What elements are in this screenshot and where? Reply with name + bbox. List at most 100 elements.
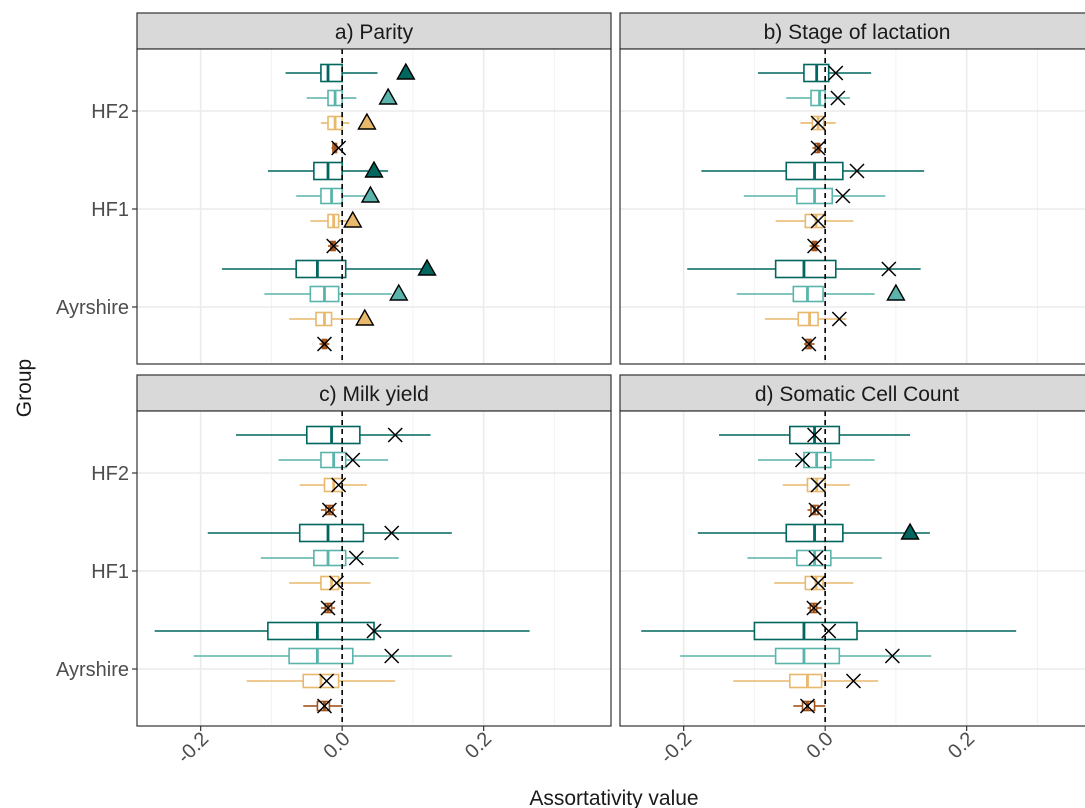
boxplot: [264, 285, 392, 303]
observed-x-marker: [794, 452, 811, 468]
boxplot: [736, 285, 875, 303]
panel-strip: [136, 12, 612, 50]
observed-x-marker: [828, 65, 844, 81]
panel-border: [619, 48, 1085, 365]
observed-x-marker: [810, 140, 826, 156]
observed-x-marker: [320, 600, 336, 616]
observed-x-marker: [807, 238, 823, 254]
observed-triangle-marker: [357, 112, 377, 130]
y-tick-label: Ayrshire: [56, 659, 129, 681]
boxplot: [221, 259, 428, 279]
box: [797, 311, 819, 327]
observed-triangle-marker: [389, 283, 409, 301]
observed-x-marker: [810, 115, 826, 131]
panel-2: b) Stage of lactation: [619, 12, 1085, 365]
x-tick-label: 0.0: [802, 728, 837, 763]
observed-x-marker: [835, 188, 851, 204]
box: [774, 259, 837, 279]
observed-triangle-marker: [900, 522, 920, 540]
x-tick-label: 0.0: [319, 728, 354, 763]
plot-background: [137, 411, 611, 726]
boxplot: [641, 621, 1017, 641]
boxplot: [743, 187, 886, 205]
boxplot: [278, 451, 389, 469]
box: [305, 425, 361, 445]
observed-triangle-marker: [417, 258, 437, 276]
panel-border: [136, 410, 612, 727]
panel-title: d) Somatic Cell Count: [755, 383, 959, 406]
observed-x-marker: [319, 673, 335, 689]
plot-background: [137, 49, 611, 364]
observed-x-marker: [881, 261, 897, 277]
observed-triangle-marker: [364, 160, 384, 178]
y-tick-label: HF1: [91, 561, 129, 583]
observed-triangle-marker: [355, 308, 375, 326]
observed-x-marker: [808, 502, 824, 518]
observed-x-marker: [810, 477, 826, 493]
boxplot: [733, 673, 879, 689]
observed-x-marker: [326, 238, 342, 254]
boxplot: [310, 213, 353, 229]
panel-border: [136, 48, 612, 365]
box: [298, 523, 365, 543]
box: [774, 647, 841, 665]
panel-1: a) Parity: [136, 12, 612, 365]
panel-strip: [619, 12, 1085, 50]
y-axis-title: Group: [13, 359, 36, 417]
boxplot: [296, 187, 371, 205]
boxplot: [285, 63, 378, 83]
plot-background: [620, 411, 1085, 726]
observed-x-marker: [384, 525, 400, 541]
box: [295, 259, 347, 279]
boxplot: [747, 549, 882, 567]
boxplot: [154, 621, 530, 641]
y-tick-label: HF2: [91, 463, 129, 485]
boxplot: [207, 523, 452, 543]
x-axis-title: Assortativity value: [529, 787, 698, 808]
y-tick-label: HF1: [91, 199, 129, 221]
observed-x-marker: [845, 673, 861, 689]
box: [810, 89, 826, 107]
boxplot: [701, 161, 925, 181]
plot-background: [620, 49, 1085, 364]
boxplot: [306, 89, 357, 107]
panels-layer: a) Parity b) Stage of lactation c) Milk yi…: [136, 12, 1085, 727]
observed-triangle-marker: [360, 185, 381, 203]
boxplot: [807, 504, 822, 516]
panel-3: c) Milk yield: [136, 374, 612, 727]
observed-x-marker: [810, 575, 826, 591]
boxplot: [757, 63, 872, 83]
panel-title: b) Stage of lactation: [764, 21, 951, 44]
observed-x-marker: [387, 427, 403, 443]
boxplot: [267, 161, 389, 181]
observed-x-marker: [316, 698, 333, 714]
observed-x-marker: [331, 140, 347, 156]
boxplot: [765, 311, 847, 327]
observed-x-marker: [345, 452, 361, 468]
box: [267, 621, 375, 641]
x-tick-label: 0.2: [461, 728, 496, 763]
box: [804, 575, 824, 591]
panel-title: a) Parity: [335, 21, 414, 44]
x-tick-label: 0.2: [944, 728, 979, 763]
box: [320, 63, 343, 83]
observed-x-marker: [321, 502, 337, 518]
observed-triangle-marker: [886, 283, 906, 301]
x-axis-ticks: -0.2 0.0 0.2 -0.2 0.0 0.2: [173, 726, 979, 768]
box: [788, 673, 823, 689]
panel-border: [619, 410, 1085, 727]
observed-x-marker: [808, 550, 824, 566]
observed-x-marker: [328, 575, 345, 591]
boxplot: [193, 647, 452, 665]
panel-title: c) Milk yield: [319, 383, 429, 406]
observed-triangle-marker: [378, 87, 398, 105]
x-tick-label: -0.2: [173, 728, 213, 768]
boxplot: [680, 647, 932, 665]
observed-x-marker: [830, 90, 846, 106]
observed-x-marker: [810, 213, 826, 229]
observed-triangle-marker: [343, 210, 363, 228]
observed-x-marker: [884, 648, 900, 664]
boxplot: [260, 549, 399, 567]
observed-x-marker: [799, 698, 816, 714]
